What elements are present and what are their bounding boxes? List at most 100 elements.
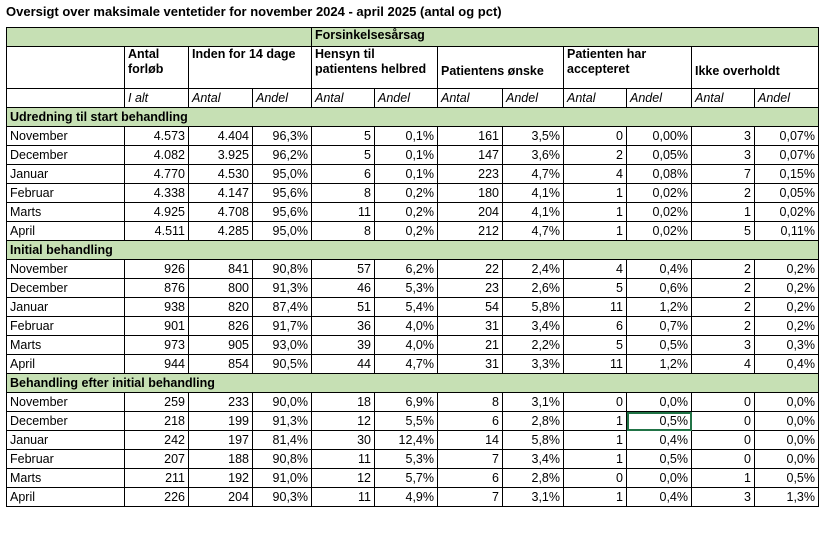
data-cell[interactable]: 4,7% [374,354,438,374]
data-cell[interactable]: 5,3% [374,449,438,469]
data-cell[interactable]: 6 [437,468,503,488]
section-title[interactable]: Behandling efter initial behandling [6,373,819,393]
data-cell[interactable]: 180 [437,183,503,203]
data-cell[interactable]: 4,7% [502,164,564,184]
row-label-cell[interactable]: December [6,411,125,431]
data-cell[interactable]: 31 [437,354,503,374]
data-cell[interactable]: 226 [124,487,189,507]
data-cell[interactable]: 0 [563,126,627,146]
data-cell[interactable]: 12,4% [374,430,438,450]
data-cell[interactable]: 95,6% [252,183,312,203]
data-cell[interactable]: 4 [563,164,627,184]
data-cell[interactable]: 91,3% [252,411,312,431]
row-label-cell[interactable]: April [6,487,125,507]
data-cell[interactable]: 0,11% [754,221,819,241]
data-cell[interactable]: 0,00% [626,126,692,146]
data-cell[interactable]: 4.147 [188,183,253,203]
data-cell[interactable]: 3,4% [502,316,564,336]
data-cell[interactable]: 0,4% [626,487,692,507]
data-cell[interactable]: 6 [563,316,627,336]
sub-header[interactable]: Antal [563,88,627,108]
sub-header[interactable]: Andel [626,88,692,108]
row-label-cell[interactable]: December [6,278,125,298]
data-cell[interactable]: 11 [311,449,375,469]
data-cell[interactable]: 2 [691,316,755,336]
data-cell[interactable]: 96,3% [252,126,312,146]
data-cell[interactable]: 5,3% [374,278,438,298]
data-cell[interactable]: 0,2% [754,316,819,336]
data-cell[interactable]: 6,2% [374,259,438,279]
data-cell[interactable]: 0,1% [374,164,438,184]
data-cell[interactable]: 93,0% [252,335,312,355]
data-cell[interactable]: 944 [124,354,189,374]
row-label-cell[interactable]: Februar [6,316,125,336]
data-cell[interactable]: 259 [124,392,189,412]
data-cell[interactable]: 0,4% [754,354,819,374]
data-cell[interactable]: 0,7% [626,316,692,336]
data-cell[interactable]: 2,8% [502,411,564,431]
data-cell[interactable]: 2 [563,145,627,165]
data-cell[interactable]: 4,9% [374,487,438,507]
data-cell[interactable]: 1 [563,430,627,450]
data-cell[interactable]: 0 [691,392,755,412]
data-cell[interactable]: 44 [311,354,375,374]
data-cell[interactable]: 1 [563,449,627,469]
data-cell[interactable]: 4.285 [188,221,253,241]
row-label-cell[interactable]: Januar [6,297,125,317]
data-cell[interactable]: 2,4% [502,259,564,279]
sub-header[interactable]: Andel [374,88,438,108]
data-cell[interactable]: 199 [188,411,253,431]
data-cell[interactable]: 12 [311,468,375,488]
data-cell[interactable]: 207 [124,449,189,469]
header-forsinkelsesarsag[interactable]: Forsinkelsesårsag [311,27,819,47]
sub-header[interactable]: Antal [188,88,253,108]
data-cell[interactable]: 1 [563,487,627,507]
data-cell[interactable]: 91,0% [252,468,312,488]
sub-header[interactable]: I alt [124,88,189,108]
data-cell[interactable]: 0,2% [374,183,438,203]
data-cell[interactable]: 4.404 [188,126,253,146]
data-cell[interactable]: 4 [563,259,627,279]
data-cell[interactable]: 3 [691,487,755,507]
sub-header[interactable]: Antal [691,88,755,108]
row-label-cell[interactable]: Marts [6,202,125,222]
data-cell[interactable]: 0,02% [626,202,692,222]
data-cell[interactable]: 11 [563,354,627,374]
data-cell[interactable]: 0,3% [754,335,819,355]
data-cell[interactable]: 46 [311,278,375,298]
data-cell[interactable]: 5,5% [374,411,438,431]
data-cell[interactable]: 147 [437,145,503,165]
data-cell[interactable]: 0,6% [626,278,692,298]
data-cell[interactable]: 192 [188,468,253,488]
data-cell[interactable]: 3 [691,126,755,146]
row-label-cell[interactable]: December [6,145,125,165]
data-cell[interactable]: 0,0% [754,392,819,412]
data-cell[interactable]: 22 [437,259,503,279]
data-cell[interactable]: 1 [563,221,627,241]
data-cell[interactable]: 54 [437,297,503,317]
data-cell[interactable]: 0,02% [626,221,692,241]
data-cell[interactable]: 91,7% [252,316,312,336]
data-cell[interactable]: 5,8% [502,430,564,450]
data-cell[interactable]: 242 [124,430,189,450]
data-cell[interactable]: 2,8% [502,468,564,488]
data-cell[interactable]: 223 [437,164,503,184]
data-cell[interactable]: 11 [311,487,375,507]
data-cell[interactable]: 87,4% [252,297,312,317]
data-cell[interactable]: 3 [691,145,755,165]
data-cell[interactable]: 2,6% [502,278,564,298]
data-cell[interactable]: 0,5% [754,468,819,488]
data-cell[interactable]: 3 [691,335,755,355]
data-cell[interactable]: 6,9% [374,392,438,412]
data-cell[interactable]: 30 [311,430,375,450]
sub-empty[interactable] [6,88,125,108]
data-cell[interactable]: 854 [188,354,253,374]
data-cell[interactable]: 2 [691,183,755,203]
data-cell[interactable]: 1 [691,468,755,488]
data-cell[interactable]: 4.511 [124,221,189,241]
data-cell[interactable]: 7 [437,487,503,507]
data-cell[interactable]: 4.338 [124,183,189,203]
sub-header[interactable]: Andel [252,88,312,108]
data-cell[interactable]: 2,2% [502,335,564,355]
data-cell[interactable]: 4,0% [374,316,438,336]
